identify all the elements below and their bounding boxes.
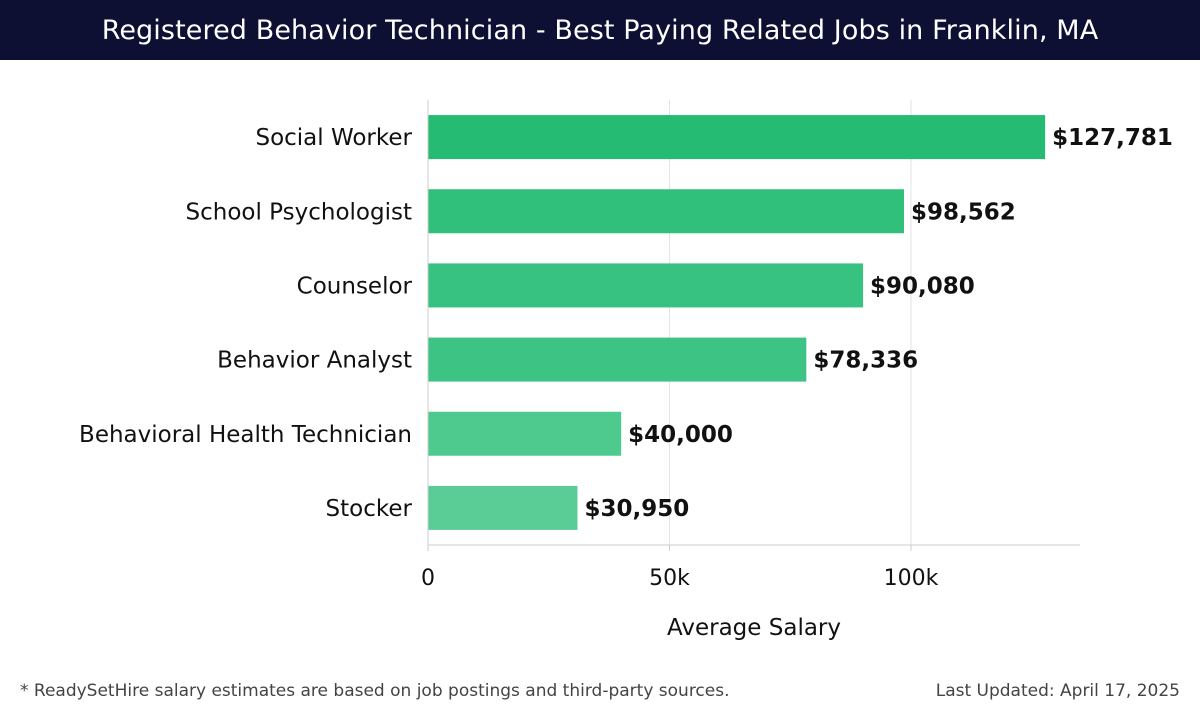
footer-note: * ReadySetHire salary estimates are base…	[20, 681, 730, 701]
bar-1	[428, 189, 905, 234]
grid-layer	[427, 100, 912, 545]
value-label-0: $127,781	[1052, 125, 1173, 151]
x-tick-label-1: 50k	[649, 566, 690, 591]
bar-5	[428, 485, 578, 530]
bar-chart: Social Worker $127,781 School Psychologist…	[79, 100, 1173, 641]
category-label-0: Social Worker	[255, 125, 412, 151]
bar-4	[428, 411, 622, 456]
value-label-1: $98,562	[911, 199, 1016, 225]
category-label-1: School Psychologist	[186, 199, 412, 225]
x-axis-title: Average Salary	[667, 615, 841, 641]
bars-layer	[428, 115, 1046, 530]
chart-header: Registered Behavior Technician - Best Pa…	[0, 0, 1200, 60]
x-tick-label-2: 100k	[884, 566, 939, 591]
bar-0	[428, 115, 1046, 160]
value-label-3: $78,336	[813, 348, 918, 374]
value-label-2: $90,080	[870, 273, 975, 299]
bar-3	[428, 337, 807, 382]
value-label-4: $40,000	[628, 422, 733, 448]
chart-title: Registered Behavior Technician - Best Pa…	[101, 14, 1099, 46]
category-label-5: Stocker	[326, 496, 413, 522]
category-label-4: Behavioral Health Technician	[79, 422, 412, 448]
value-label-5: $30,950	[584, 496, 689, 522]
labels-layer: Social Worker $127,781 School Psychologist…	[79, 125, 1173, 522]
category-label-3: Behavior Analyst	[217, 348, 412, 374]
axis-layer: 0 50k 100k	[421, 100, 1080, 591]
bar-2	[428, 263, 864, 308]
x-tick-label-0: 0	[421, 566, 435, 591]
category-label-2: Counselor	[297, 273, 413, 299]
last-updated: Last Updated: April 17, 2025	[935, 681, 1180, 701]
